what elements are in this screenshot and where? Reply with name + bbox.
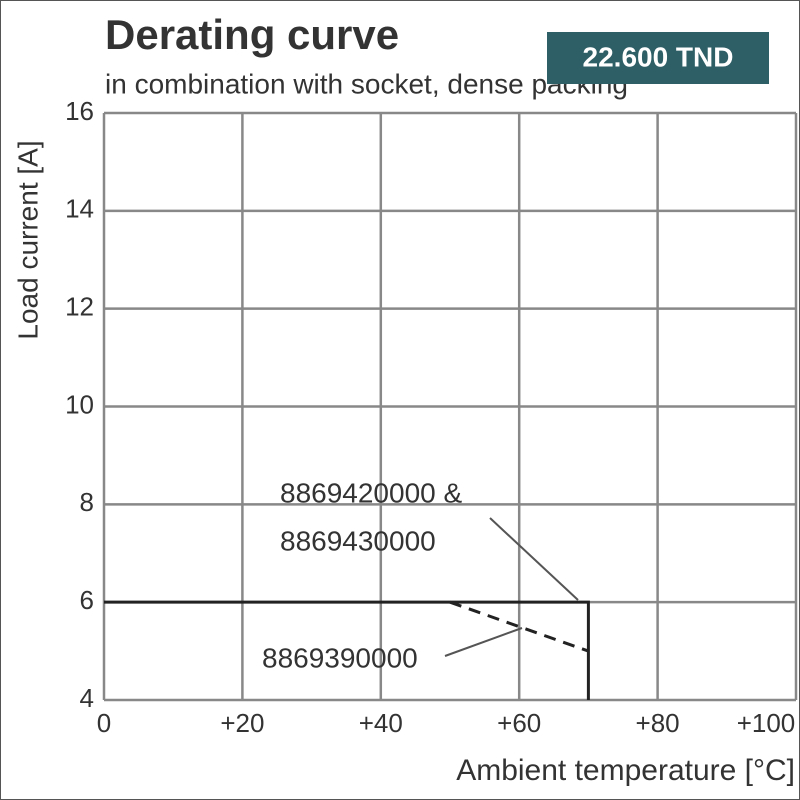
annotation-text: 8869390000 [262, 642, 418, 673]
chart-title: Derating curve [105, 11, 399, 58]
price-badge [547, 32, 769, 84]
leader-line [444, 627, 523, 657]
y-tick-label: 12 [65, 292, 94, 322]
y-tick-label: 14 [65, 194, 94, 224]
y-tick-label: 8 [80, 487, 94, 517]
leader-line [489, 517, 579, 601]
y-tick-label: 4 [80, 683, 94, 713]
y-tick-label: 10 [65, 389, 94, 419]
data-line [104, 600, 590, 700]
annotation-text: 8869430000 [280, 525, 436, 556]
x-axis-label: Ambient temperature [°C] [456, 754, 795, 787]
price-text: 22.600 TND [583, 41, 734, 72]
y-tick-label: 16 [65, 96, 94, 126]
y-tick-label: 6 [80, 585, 94, 615]
chart-subtitle: in combination with socket, dense packin… [105, 68, 628, 99]
x-tick-label: +20 [220, 708, 264, 738]
x-tick-label: +80 [636, 708, 680, 738]
y-axis-label: Load current [A] [12, 140, 43, 339]
data-line [449, 600, 589, 653]
annotation-text: 8869420000 & [280, 477, 463, 508]
x-tick-label: +100 [737, 708, 796, 738]
x-tick-label: +60 [497, 708, 541, 738]
x-tick-label: +40 [359, 708, 403, 738]
x-tick-label: 0 [97, 708, 111, 738]
